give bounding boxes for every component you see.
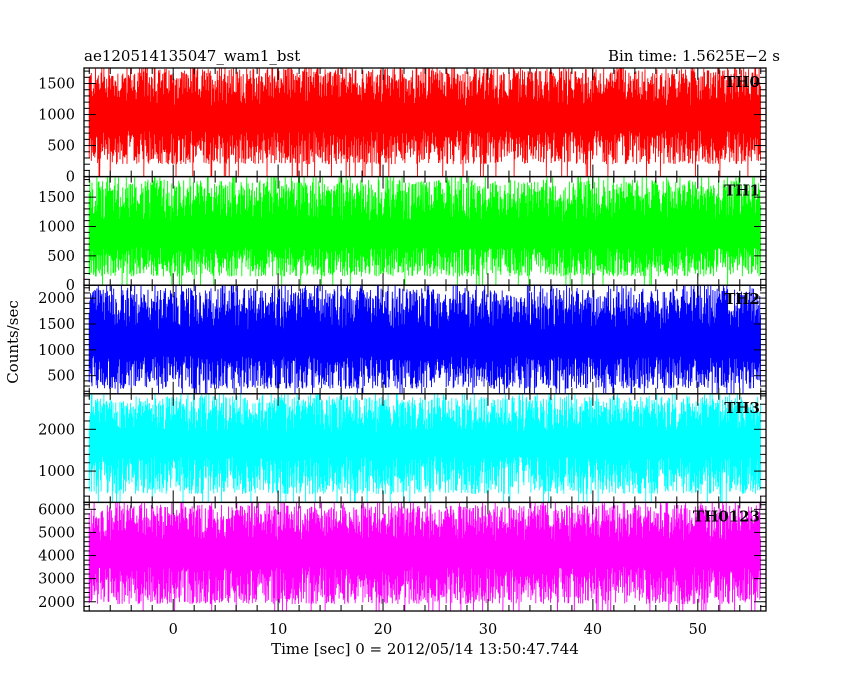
x-axis-label: Time [sec] 0 = 2012/05/14 13:50:47.744	[271, 640, 579, 658]
y-axis-label: Counts/sec	[4, 300, 22, 384]
y-tick-label-th1: 500	[47, 249, 75, 265]
y-tick-label-th2: 1500	[38, 317, 75, 333]
y-tick-label-th0: 0	[66, 170, 75, 186]
x-tick-label: 20	[374, 622, 392, 638]
panel-label-th0123: TH0123	[693, 507, 760, 525]
y-tick-label-th0123: 3000	[38, 572, 75, 588]
x-tick-label: 0	[169, 622, 178, 638]
panel-label-th0: TH0	[724, 73, 760, 91]
series-line-th2	[88, 285, 761, 394]
y-tick-label-th3: 2000	[38, 422, 75, 438]
y-tick-label-th0: 500	[47, 139, 75, 155]
y-tick-label-th0: 1500	[38, 77, 75, 93]
panel-label-th1: TH1	[724, 182, 760, 200]
y-tick-label-th2: 500	[47, 369, 75, 385]
y-tick-label-th1: 1000	[38, 219, 75, 235]
x-tick-label: 10	[269, 622, 287, 638]
y-tick-label-th1: 1500	[38, 190, 75, 206]
x-tick-label: 40	[584, 622, 602, 638]
y-tick-label-th2: 1000	[38, 343, 75, 359]
y-tick-label-th3: 1000	[38, 464, 75, 480]
y-tick-label-th1: 0	[66, 278, 75, 294]
y-tick-label-th0123: 4000	[38, 549, 75, 565]
series-line-th0	[88, 67, 761, 177]
y-tick-label-th2: 2000	[38, 291, 75, 307]
y-tick-label-th0: 1000	[38, 108, 75, 124]
x-tick-label: 50	[689, 622, 707, 638]
panel-label-th2: TH2	[724, 290, 760, 308]
bin-time-label: Bin time: 1.5625E−2 s	[608, 47, 780, 65]
x-tick-label: 30	[479, 622, 497, 638]
panel-label-th3: TH3	[724, 399, 760, 417]
series-line-th1	[88, 176, 761, 286]
y-tick-label-th0123: 5000	[38, 525, 75, 541]
series-line-th0123	[88, 502, 761, 612]
figure-title: ae120514135047_wam1_bst	[84, 47, 300, 65]
series-line-th3	[88, 393, 761, 503]
y-tick-label-th0123: 6000	[38, 502, 75, 518]
y-tick-label-th0123: 2000	[38, 595, 75, 611]
